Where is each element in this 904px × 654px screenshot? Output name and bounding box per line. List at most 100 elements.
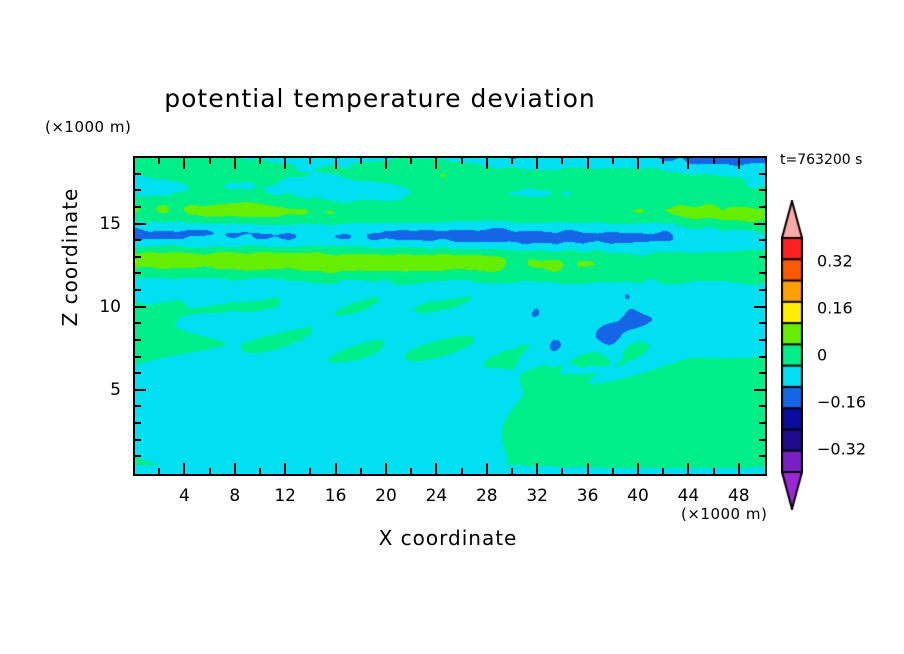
y-major-tick [135,223,146,225]
x-minor-tick-top [259,158,261,164]
x-major-tick-top [435,158,437,169]
y-major-tick-right [754,223,765,225]
x-minor-tick [713,468,715,474]
x-minor-tick-top [713,158,715,164]
timestamp-label: t=763200 s [780,152,863,168]
x-tick-label: 40 [627,486,649,506]
x-major-tick [284,463,286,474]
y-minor-tick-right [759,256,765,258]
z-axis-units-note: (×1000 m) [45,118,132,136]
x-tick-label: 32 [526,486,549,506]
y-minor-tick [135,322,141,324]
x-minor-tick [662,468,664,474]
x-minor-tick [158,468,160,474]
colorbar-tick-label: 0 [817,345,828,365]
x-major-tick-top [587,158,589,169]
x-major-tick-top [637,158,639,169]
y-minor-tick [135,256,141,258]
y-minor-tick [135,405,141,407]
y-minor-tick-right [759,455,765,457]
x-minor-tick [410,468,412,474]
y-minor-tick-right [759,422,765,424]
x-major-tick [234,463,236,474]
y-minor-tick-right [759,189,765,191]
x-major-tick [587,463,589,474]
x-tick-label: 4 [178,486,190,506]
x-major-tick-top [284,158,286,169]
y-minor-tick [135,289,141,291]
x-minor-tick-top [309,158,311,164]
x-minor-tick [561,468,563,474]
colorbar-gradient [781,200,803,510]
x-minor-tick-top [612,158,614,164]
y-minor-tick [135,272,141,274]
y-major-tick [135,306,146,308]
x-minor-tick-top [158,158,160,164]
y-major-tick [135,389,146,391]
x-major-tick-top [385,158,387,169]
x-tick-label: 48 [727,486,750,506]
x-major-tick-top [738,158,740,169]
x-tick-label: 16 [324,486,347,506]
y-minor-tick [135,206,141,208]
x-tick-label: 12 [274,486,297,506]
y-minor-tick [135,339,141,341]
x-major-tick-top [335,158,337,169]
y-minor-tick [135,422,141,424]
y-minor-tick [135,372,141,374]
colorbar-tick-label: −0.16 [817,392,867,412]
y-tick-label: 10 [99,296,121,317]
x-tick-label: 20 [375,486,397,506]
x-minor-tick [360,468,362,474]
y-minor-tick-right [759,173,765,175]
contour-field-canvas [135,158,765,474]
x-minor-tick [309,468,311,474]
x-major-tick [385,463,387,474]
x-minor-tick-top [209,158,211,164]
x-major-tick-top [234,158,236,169]
y-tick-label: 15 [99,213,121,234]
x-major-tick-top [486,158,488,169]
x-major-tick [435,463,437,474]
colorbar-tick-label: 0.32 [817,251,853,271]
y-minor-tick-right [759,439,765,441]
x-major-tick [335,463,337,474]
x-major-tick [183,463,185,474]
x-minor-tick-top [360,158,362,164]
y-minor-tick [135,173,141,175]
x-minor-tick-top [662,158,664,164]
x-major-tick [687,463,689,474]
x-tick-label: 36 [576,486,599,506]
x-major-tick [536,463,538,474]
x-minor-tick [511,468,513,474]
y-minor-tick-right [759,339,765,341]
x-minor-tick [209,468,211,474]
colorbar-tick-label: 0.16 [817,298,853,318]
y-minor-tick-right [759,272,765,274]
x-major-tick [637,463,639,474]
y-tick-label: 5 [110,379,121,400]
y-minor-tick-right [759,206,765,208]
y-minor-tick [135,239,141,241]
y-major-tick-right [754,389,765,391]
x-tick-label: 24 [425,486,448,506]
plot-area [133,156,767,476]
y-minor-tick-right [759,289,765,291]
x-tick-label: 8 [229,486,241,506]
x-minor-tick [259,468,261,474]
x-axis-title: X coordinate [378,526,518,550]
colorbar-tick-label: −0.32 [817,439,867,459]
x-tick-label: 28 [475,486,498,506]
page-title: potential temperature deviation [164,84,596,113]
x-tick-label: 44 [677,486,700,506]
y-minor-tick [135,189,141,191]
y-minor-tick-right [759,372,765,374]
x-minor-tick [612,468,614,474]
y-minor-tick [135,356,141,358]
colorbar [781,200,803,510]
x-minor-tick-top [511,158,513,164]
x-minor-tick [461,468,463,474]
x-minor-tick-top [561,158,563,164]
x-axis-units-note: (×1000 m) [681,505,768,523]
